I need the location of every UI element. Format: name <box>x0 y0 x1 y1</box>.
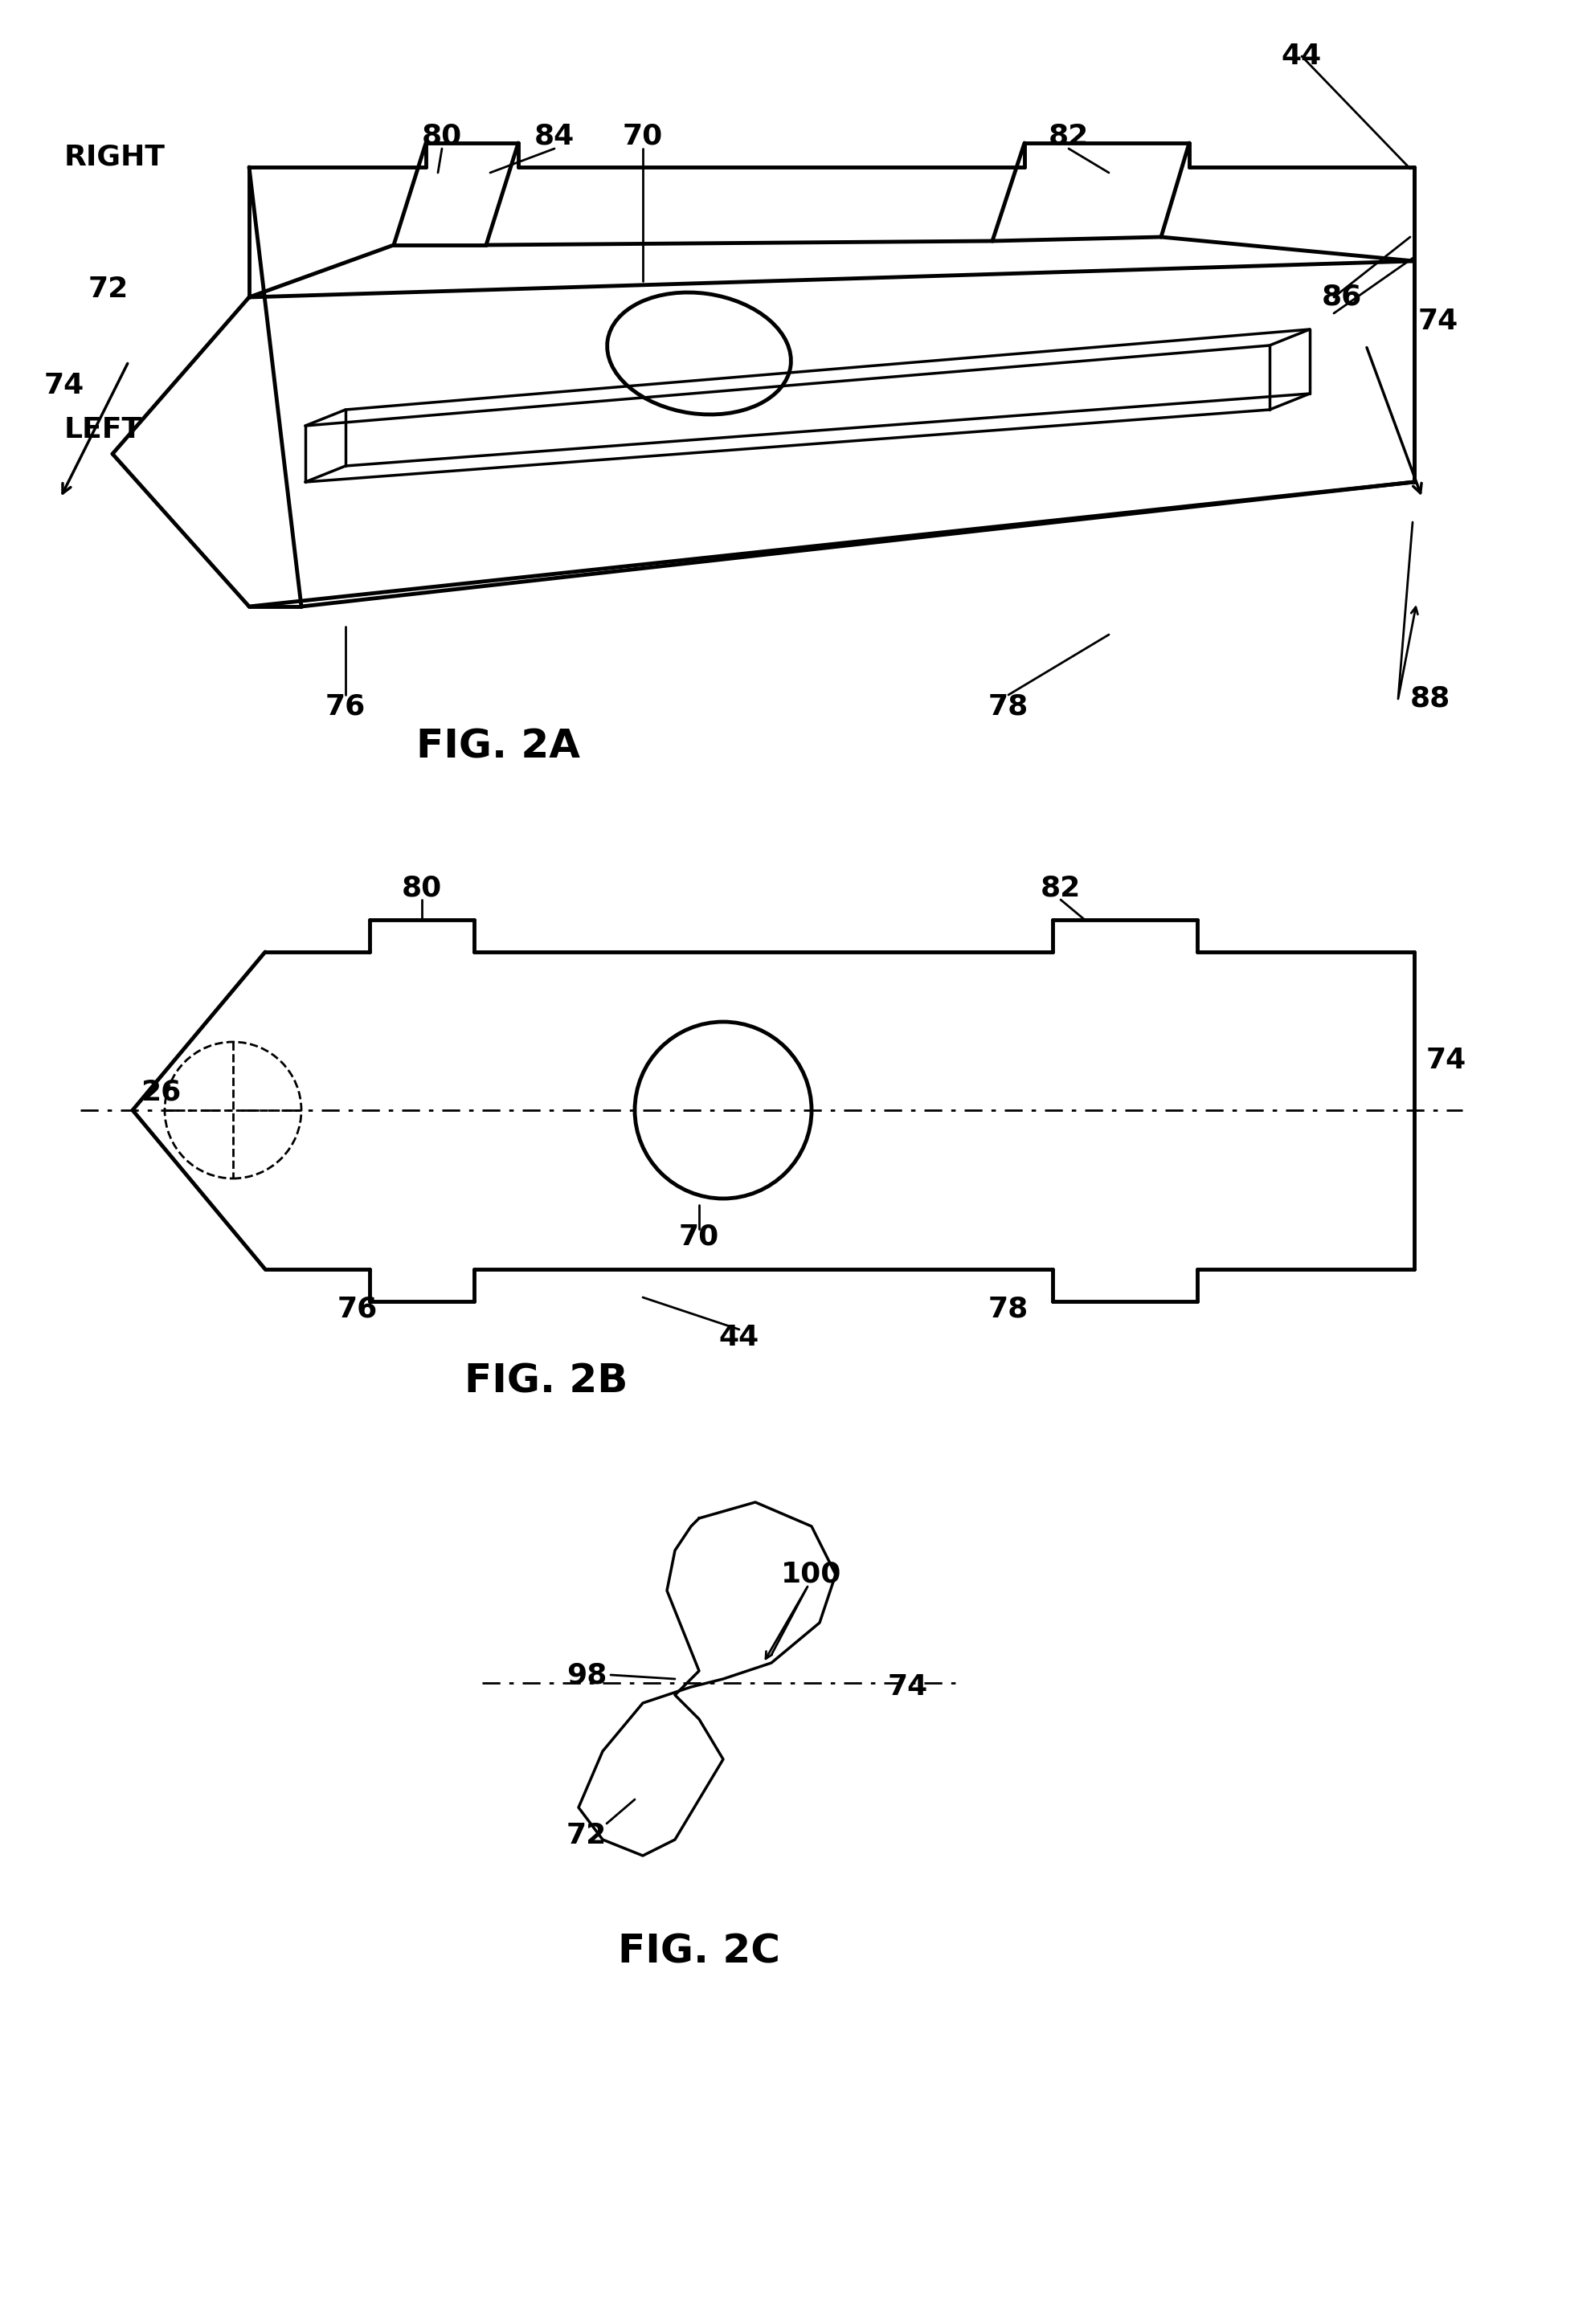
Text: 72: 72 <box>566 1822 606 1850</box>
Text: 44: 44 <box>719 1325 759 1350</box>
Text: 80: 80 <box>421 123 463 151</box>
Text: 76: 76 <box>325 693 365 720</box>
Text: 74: 74 <box>888 1673 928 1701</box>
Text: 74: 74 <box>45 372 85 400</box>
Text: 44: 44 <box>1281 42 1322 70</box>
Text: 72: 72 <box>88 277 129 302</box>
Text: 86: 86 <box>1322 284 1362 311</box>
Text: 80: 80 <box>402 874 442 902</box>
Text: 78: 78 <box>989 693 1029 720</box>
Text: 70: 70 <box>622 123 664 151</box>
Text: 74: 74 <box>1426 1046 1466 1074</box>
Text: FIG. 2A: FIG. 2A <box>416 727 581 767</box>
Text: 26: 26 <box>140 1078 180 1106</box>
Text: RIGHT: RIGHT <box>64 144 166 170</box>
Text: 76: 76 <box>338 1297 378 1322</box>
Text: 98: 98 <box>566 1662 606 1690</box>
Text: 82: 82 <box>1048 123 1089 151</box>
Text: FIG. 2C: FIG. 2C <box>617 1934 780 1971</box>
Text: 78: 78 <box>989 1297 1029 1322</box>
Text: 88: 88 <box>1410 686 1450 713</box>
Text: FIG. 2B: FIG. 2B <box>464 1362 628 1401</box>
Text: 84: 84 <box>534 123 574 151</box>
Text: 82: 82 <box>1040 874 1081 902</box>
Text: LEFT: LEFT <box>64 416 142 444</box>
Text: 70: 70 <box>679 1222 719 1250</box>
Text: 74: 74 <box>1418 307 1458 335</box>
Text: 100: 100 <box>782 1562 842 1587</box>
